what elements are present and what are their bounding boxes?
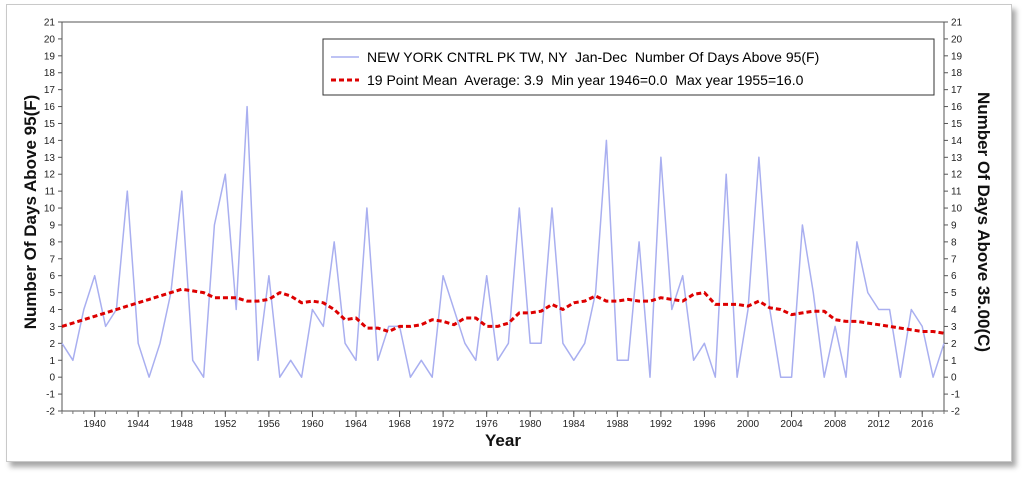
y-tick-label-right: 12 (951, 170, 963, 181)
x-tick-label: 1968 (388, 419, 411, 430)
y-tick-label-left: 18 (44, 68, 56, 79)
y-tick-label-left: 7 (49, 254, 55, 265)
x-tick-label: 1956 (258, 419, 281, 430)
y-tick-label-left: 21 (44, 18, 56, 29)
y-tick-label-left: 8 (49, 237, 55, 248)
y-tick-label-left: 20 (44, 34, 56, 45)
y-tick-label-right: 3 (951, 322, 957, 333)
y-tick-label-right: 16 (951, 102, 963, 113)
x-tick-label: 1960 (301, 419, 324, 430)
y-tick-label-right: 4 (951, 305, 957, 316)
y-tick-label-right: 7 (951, 254, 957, 265)
y-tick-label-left: 0 (49, 373, 55, 384)
legend-label-mean: 19 Point Mean Average: 3.9 Min year 1946… (367, 72, 804, 88)
y-tick-label-left: 16 (44, 102, 56, 113)
y-tick-label-left: -2 (46, 407, 55, 418)
y-tick-label-left: 10 (44, 204, 56, 215)
x-tick-label: 1948 (171, 419, 194, 430)
legend: NEW YORK CNTRL PK TW, NY Jan-Dec Number … (322, 38, 935, 96)
y-tick-label-left: 11 (45, 187, 56, 198)
x-tick-label: 2004 (780, 419, 803, 430)
x-tick-label: 1944 (127, 419, 150, 430)
y-tick-label-right: -2 (951, 407, 960, 418)
legend-box (322, 38, 935, 96)
y-tick-label-right: 18 (951, 68, 963, 79)
y-tick-label-left: 19 (44, 51, 56, 62)
x-tick-label: 1972 (432, 419, 455, 430)
y-tick-label-left: 4 (49, 305, 55, 316)
y-tick-label-left: 14 (44, 136, 56, 147)
x-tick-label: 2008 (824, 419, 847, 430)
y-tick-label-left: 9 (49, 220, 55, 231)
y-tick-label-right: 0 (951, 373, 957, 384)
y-tick-label-right: 6 (951, 271, 957, 282)
series-mean-line (61, 287, 945, 335)
y-tick-label-right: 8 (951, 237, 957, 248)
y-tick-label-right: 21 (951, 18, 963, 29)
plot-area-border (61, 21, 945, 412)
x-tick-label: 1996 (693, 419, 716, 430)
y-tick-label-right: 1 (951, 356, 957, 367)
series-layer (61, 105, 945, 378)
y-tick-label-right: 10 (951, 204, 963, 215)
x-tick-label: 2012 (868, 419, 891, 430)
y-tick-label-right: 9 (951, 220, 957, 231)
y-tick-label-left: 6 (49, 271, 55, 282)
y-tick-label-right: -1 (951, 390, 960, 401)
y-tick-label-right: 11 (951, 187, 962, 198)
y-tick-label-left: 2 (49, 339, 55, 350)
x-tick-label: 2000 (737, 419, 760, 430)
y-tick-label-left: 15 (44, 119, 56, 130)
y-tick-label-right: 17 (951, 85, 963, 96)
x-tick-label: 1940 (84, 419, 107, 430)
x-tick-label: 1980 (519, 419, 542, 430)
y-tick-label-left: 13 (44, 153, 56, 164)
y-tick-label-left: -1 (46, 390, 55, 401)
x-tick-label: 1964 (345, 419, 368, 430)
legend-label-observed: NEW YORK CNTRL PK TW, NY Jan-Dec Number … (367, 49, 819, 65)
y-tick-label-left: 3 (49, 322, 55, 333)
y-tick-label-left: 12 (44, 170, 56, 181)
x-tick-label: 1952 (214, 419, 237, 430)
y-tick-label-right: 15 (951, 119, 963, 130)
y-tick-label-right: 5 (951, 288, 957, 299)
series-observed-line (61, 105, 945, 378)
y-tick-label-right: 2 (951, 339, 957, 350)
x-tick-label: 2016 (911, 419, 934, 430)
y-axis-label-left: Number Of Days Above 95(F) (21, 95, 40, 330)
y-tick-label-right: 19 (951, 51, 963, 62)
x-tick-label: 1988 (606, 419, 629, 430)
x-tick-label: 1984 (563, 419, 586, 430)
y-tick-label-right: 14 (951, 136, 963, 147)
x-tick-label: 1976 (476, 419, 499, 430)
y-tick-label-left: 17 (44, 85, 56, 96)
x-axis-label: Year (485, 431, 521, 450)
x-axis-ticks: 1940 1944 1948 1952 1956 1960 1964 1968 1972 1976… (61, 411, 945, 430)
y-axis-label-right: Number Of Days Above 35.00(C) (974, 92, 993, 352)
y-tick-label-left: 5 (49, 288, 55, 299)
y-tick-label-right: 20 (951, 34, 963, 45)
y-tick-label-right: 13 (951, 153, 963, 164)
axes-frame (61, 21, 945, 412)
x-tick-label: 1992 (650, 419, 673, 430)
y-tick-label-left: 1 (49, 356, 55, 367)
